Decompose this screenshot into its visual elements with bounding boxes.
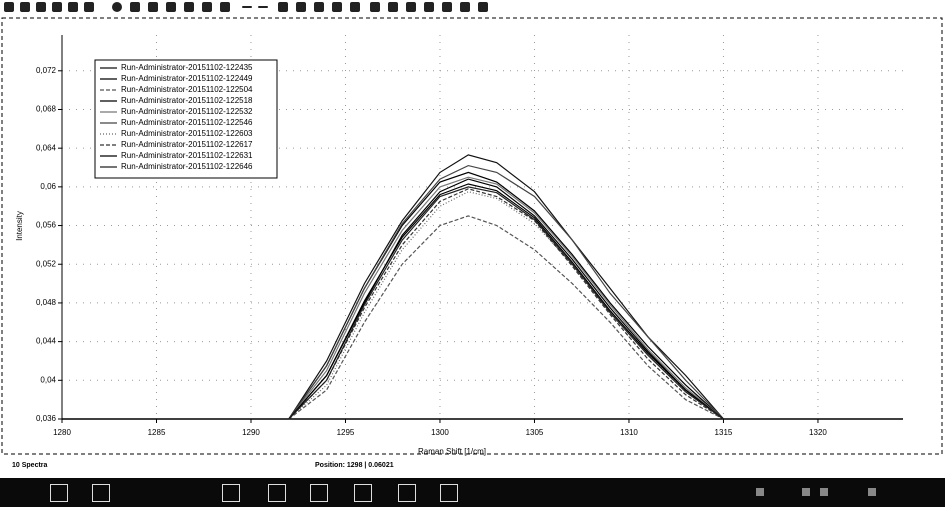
tool[interactable]	[370, 2, 380, 12]
x-tick-label: 1300	[431, 428, 449, 437]
series-line	[288, 188, 724, 420]
tool[interactable]	[442, 2, 452, 12]
status-count: 10 Spectra	[12, 462, 48, 469]
legend-label: Run-Administrator-20151102-122646	[121, 162, 253, 171]
tray-icon[interactable]	[820, 488, 828, 496]
legend-label: Run-Administrator-20151102-122532	[121, 107, 253, 116]
tool[interactable]	[84, 2, 94, 12]
x-axis-label: Raman Shift [1/cm]	[418, 447, 486, 456]
legend-label: Run-Administrator-20151102-122449	[121, 74, 253, 83]
tool[interactable]	[184, 2, 194, 12]
x-tick-label: 1315	[715, 428, 733, 437]
y-tick-label: 0,056	[36, 221, 57, 230]
tool[interactable]	[332, 2, 342, 12]
legend-label: Run-Administrator-20151102-122617	[121, 140, 253, 149]
task-icon[interactable]	[222, 484, 240, 502]
tool[interactable]	[406, 2, 416, 12]
tool[interactable]	[388, 2, 398, 12]
series-line	[288, 186, 724, 420]
series-line	[288, 191, 724, 420]
x-tick-label: 1305	[526, 428, 544, 437]
x-tick-label: 1285	[148, 428, 166, 437]
y-tick-label: 0,036	[36, 414, 57, 423]
y-tick-label: 0,048	[36, 298, 57, 307]
status-position: Position: 1298 | 0.06021	[315, 462, 394, 469]
x-tick-label: 1320	[809, 428, 827, 437]
tool[interactable]	[278, 2, 288, 12]
series-line	[288, 164, 724, 420]
tool[interactable]	[424, 2, 434, 12]
tool[interactable]	[148, 2, 158, 12]
y-tick-label: 0,064	[36, 143, 57, 152]
series-line	[288, 183, 724, 420]
legend-label: Run-Administrator-20151102-122631	[121, 151, 253, 160]
x-tick-label: 1280	[53, 428, 71, 437]
taskbar	[0, 478, 945, 507]
task-icon[interactable]	[398, 484, 416, 502]
tool[interactable]	[242, 6, 252, 8]
series-line	[288, 178, 724, 420]
task-icon[interactable]	[310, 484, 328, 502]
series-line	[288, 215, 724, 420]
task-icon[interactable]	[92, 484, 110, 502]
tool[interactable]	[112, 2, 122, 12]
frame	[1, 17, 943, 455]
task-icon[interactable]	[440, 484, 458, 502]
y-tick-label: 0,06	[40, 182, 56, 191]
y-tick-label: 0,072	[36, 66, 57, 75]
task-icon[interactable]	[268, 484, 286, 502]
toolbar	[0, 0, 945, 15]
y-tick-label: 0,052	[36, 259, 57, 268]
task-icon[interactable]	[354, 484, 372, 502]
tool[interactable]	[314, 2, 324, 12]
tray-icon[interactable]	[802, 488, 810, 496]
tool[interactable]	[296, 2, 306, 12]
tool[interactable]	[4, 2, 14, 12]
tool[interactable]	[258, 6, 268, 8]
y-tick-label: 0,068	[36, 105, 57, 114]
y-tick-label: 0,044	[36, 337, 57, 346]
chart: Raman Shift [1/cm] Intensity 0,036 0,04 0,…	[1, 17, 943, 456]
tool[interactable]	[350, 2, 360, 12]
tool[interactable]	[220, 2, 230, 12]
series-line	[288, 176, 724, 420]
y-tick-label: 0,04	[40, 375, 56, 384]
tool[interactable]	[36, 2, 46, 12]
x-tick-label: 1310	[620, 428, 638, 437]
x-tick-label: 1295	[337, 428, 355, 437]
tool[interactable]	[20, 2, 30, 12]
x-tick-label: 1290	[242, 428, 260, 437]
tray-icon[interactable]	[868, 488, 876, 496]
y-axis-label: Intensity	[15, 211, 24, 241]
tool[interactable]	[202, 2, 212, 12]
legend-label: Run-Administrator-20151102-122518	[121, 96, 253, 105]
series-line	[288, 171, 724, 420]
tool[interactable]	[166, 2, 176, 12]
task-icon[interactable]	[50, 484, 68, 502]
legend-label: Run-Administrator-20151102-122603	[121, 129, 253, 138]
legend-label: Run-Administrator-20151102-122435	[121, 63, 253, 72]
tray-icon[interactable]	[756, 488, 764, 496]
tool[interactable]	[460, 2, 470, 12]
legend-label: Run-Administrator-20151102-122504	[121, 85, 253, 94]
legend-label: Run-Administrator-20151102-122546	[121, 118, 253, 127]
legend-box	[94, 59, 278, 179]
tool[interactable]	[52, 2, 62, 12]
tool[interactable]	[478, 2, 488, 12]
tool[interactable]	[68, 2, 78, 12]
tool[interactable]	[130, 2, 140, 12]
